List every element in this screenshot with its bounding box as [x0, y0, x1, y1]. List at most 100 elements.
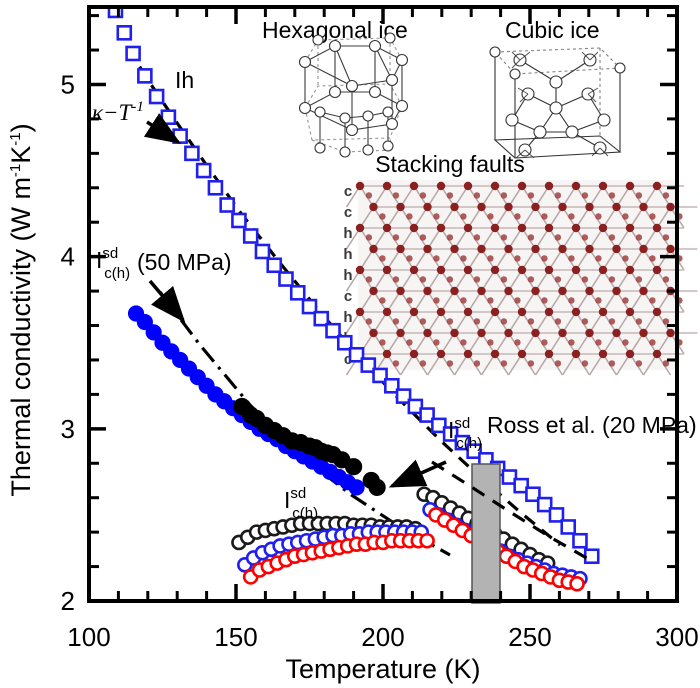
isd-symbol-left: I — [96, 247, 102, 273]
data-point — [148, 88, 165, 105]
data-point — [207, 179, 224, 196]
data-point — [266, 257, 283, 274]
data-point — [125, 45, 141, 62]
stacking-faults-label: Stacking faults — [375, 151, 525, 177]
isd-sub-mid: c(h) — [292, 505, 318, 522]
stacking-label-c: c — [344, 351, 352, 368]
ih-label: Ih — [175, 67, 194, 93]
kappa-t-label: κ−T — [92, 100, 134, 125]
data-point — [242, 228, 259, 244]
data-layer — [107, 7, 600, 592]
isd-ch-middle-annotation: Isd c(h) — [284, 485, 318, 522]
data-point — [569, 575, 585, 592]
data-point — [454, 434, 471, 451]
data-point — [536, 496, 553, 513]
stacking-label-h: h — [343, 246, 352, 263]
y-tick-labels: 2 3 4 5 — [61, 69, 75, 616]
svg-text:Thermal conductivity (W m-1K-1: Thermal conductivity (W m-1K-1) — [6, 123, 36, 496]
data-point — [301, 298, 318, 315]
data-point — [137, 68, 153, 84]
data-point — [419, 532, 435, 549]
stacking-label-h: h — [343, 309, 352, 326]
data-point — [145, 324, 162, 341]
data-point — [325, 322, 341, 339]
data-point — [372, 367, 388, 384]
y-axis-title-sup1: -1 — [7, 164, 24, 177]
data-point — [348, 479, 365, 496]
isd-sup-mid: sd — [290, 485, 306, 502]
data-point — [513, 477, 529, 494]
data-point — [254, 243, 271, 260]
data-point — [313, 310, 330, 327]
data-series — [233, 397, 386, 496]
data-point — [289, 285, 306, 301]
data-point — [572, 532, 588, 549]
stacking-label-c: c — [344, 288, 352, 305]
data-point — [442, 426, 459, 442]
x-tick-label: 300 — [655, 622, 698, 652]
isd-sub-right: c(h) — [456, 435, 482, 452]
data-point — [384, 377, 400, 394]
x-axis-title: Temperature (K) — [285, 654, 480, 684]
data-point — [548, 507, 565, 523]
svg-text:κ−T-1: κ−T-1 — [92, 99, 144, 125]
data-point — [466, 443, 482, 460]
stacking-label-h: h — [343, 267, 352, 284]
data-point — [116, 25, 133, 41]
x-tick-label: 200 — [361, 622, 404, 652]
y-axis-title-mid: K — [6, 146, 36, 164]
x-tick-label: 150 — [214, 622, 257, 652]
isd-sup-left: sd — [102, 245, 118, 262]
ross-dashed-fit — [431, 460, 591, 562]
pressure-50mpa-label: (50 MPa) — [137, 249, 232, 275]
y-axis-title-close: ) — [6, 123, 36, 132]
kappa-t-exponent: -1 — [131, 99, 144, 115]
cubic-ice-inset: Cubic ice — [489, 17, 626, 159]
axis-ticks — [87, 7, 679, 603]
y-tick-label: 4 — [61, 242, 75, 272]
data-series — [107, 7, 600, 565]
data-point — [407, 398, 424, 415]
y-axis-title-main: Thermal conductivity (W m — [6, 177, 36, 497]
isd-sub-left: c(h) — [104, 265, 130, 282]
data-point — [195, 162, 212, 179]
data-point — [431, 417, 447, 434]
data-point — [360, 357, 377, 373]
ross-shaded-band — [471, 463, 501, 604]
y-axis-title: Thermal conductivity (W m-1K-1) — [6, 123, 36, 496]
data-point — [345, 458, 363, 476]
data-point — [501, 469, 518, 485]
data-point — [278, 271, 294, 287]
data-point — [160, 109, 177, 125]
data-point — [368, 478, 386, 496]
x-tick-label: 250 — [508, 622, 551, 652]
isd-symbol-right: I — [448, 417, 454, 443]
stacking-label-h: h — [343, 225, 352, 242]
stacking-label-c: c — [344, 183, 352, 200]
data-point — [525, 486, 541, 503]
data-point — [419, 407, 435, 423]
pressure-50mpa-arrow — [148, 279, 186, 323]
stacking-label-c: c — [344, 204, 352, 221]
data-point — [395, 388, 412, 404]
y-tick-label: 2 — [61, 586, 75, 616]
data-point — [348, 346, 365, 363]
kappa-t-arrow — [143, 113, 181, 144]
isd-symbol-mid: I — [284, 487, 290, 513]
ice-lattice-graphic — [345, 181, 698, 376]
data-point — [107, 7, 124, 19]
y-tick-label: 5 — [61, 69, 75, 99]
cubic-ice-label: Cubic ice — [505, 17, 600, 43]
kappa-t-annotation: κ−T-1 — [92, 99, 181, 144]
y-axis-title-sup2: -1 — [7, 132, 24, 145]
ross-label: Ross et al. (20 MPa) — [487, 412, 697, 438]
isd-sup-right: sd — [454, 415, 470, 432]
data-point — [219, 197, 235, 213]
data-point — [184, 145, 200, 162]
y-tick-label: 3 — [61, 414, 75, 444]
